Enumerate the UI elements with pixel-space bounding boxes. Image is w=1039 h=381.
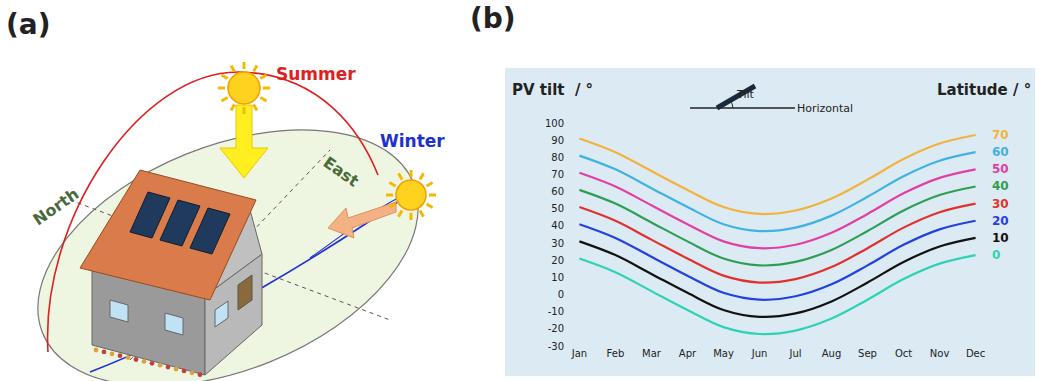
svg-text:North: North [29,184,82,229]
svg-text:Oct: Oct [895,348,912,359]
svg-text:10: 10 [551,272,564,283]
svg-text:70: 70 [992,128,1009,142]
svg-text:Apr: Apr [679,348,697,359]
svg-text:Dec: Dec [966,348,985,359]
svg-text:80: 80 [551,152,564,163]
svg-text:Tilt: Tilt [736,88,754,101]
svg-text:East: East [320,153,363,191]
svg-text:20: 20 [992,214,1009,228]
svg-text:30: 30 [992,197,1009,211]
svg-text:Jun: Jun [751,348,768,359]
svg-text:Horizontal: Horizontal [797,102,853,115]
svg-text:Jan: Jan [571,348,587,359]
svg-text:0: 0 [992,248,1000,262]
svg-text:Summer: Summer [276,64,356,84]
svg-text:50: 50 [992,162,1009,176]
svg-text:60: 60 [551,186,564,197]
svg-text:40: 40 [992,179,1009,193]
svg-text:10: 10 [992,231,1009,245]
svg-text:Jul: Jul [788,348,801,359]
svg-text:(a): (a) [6,8,51,41]
svg-text:30: 30 [551,238,564,249]
svg-text:PV tilt / °: PV tilt / ° [512,81,593,99]
svg-text:60: 60 [992,145,1009,159]
svg-text:Latitude / °: Latitude / ° [937,81,1031,99]
svg-text:Aug: Aug [822,348,842,359]
svg-text:-20: -20 [548,323,564,334]
svg-text:100: 100 [545,118,564,129]
svg-text:40: 40 [551,220,564,231]
svg-text:50: 50 [551,203,564,214]
svg-text:90: 90 [551,135,564,146]
svg-text:-10: -10 [548,306,564,317]
svg-text:20: 20 [551,255,564,266]
svg-text:Nov: Nov [930,348,950,359]
svg-text:70: 70 [551,169,564,180]
svg-text:Sep: Sep [858,348,877,359]
svg-text:Feb: Feb [607,348,625,359]
svg-text:May: May [713,348,734,359]
svg-text:Mar: Mar [642,348,662,359]
svg-text:0: 0 [558,289,564,300]
html-text:(b): (b) [470,2,516,35]
svg-text:Winter: Winter [380,131,445,151]
svg-text:-30: -30 [548,341,564,352]
